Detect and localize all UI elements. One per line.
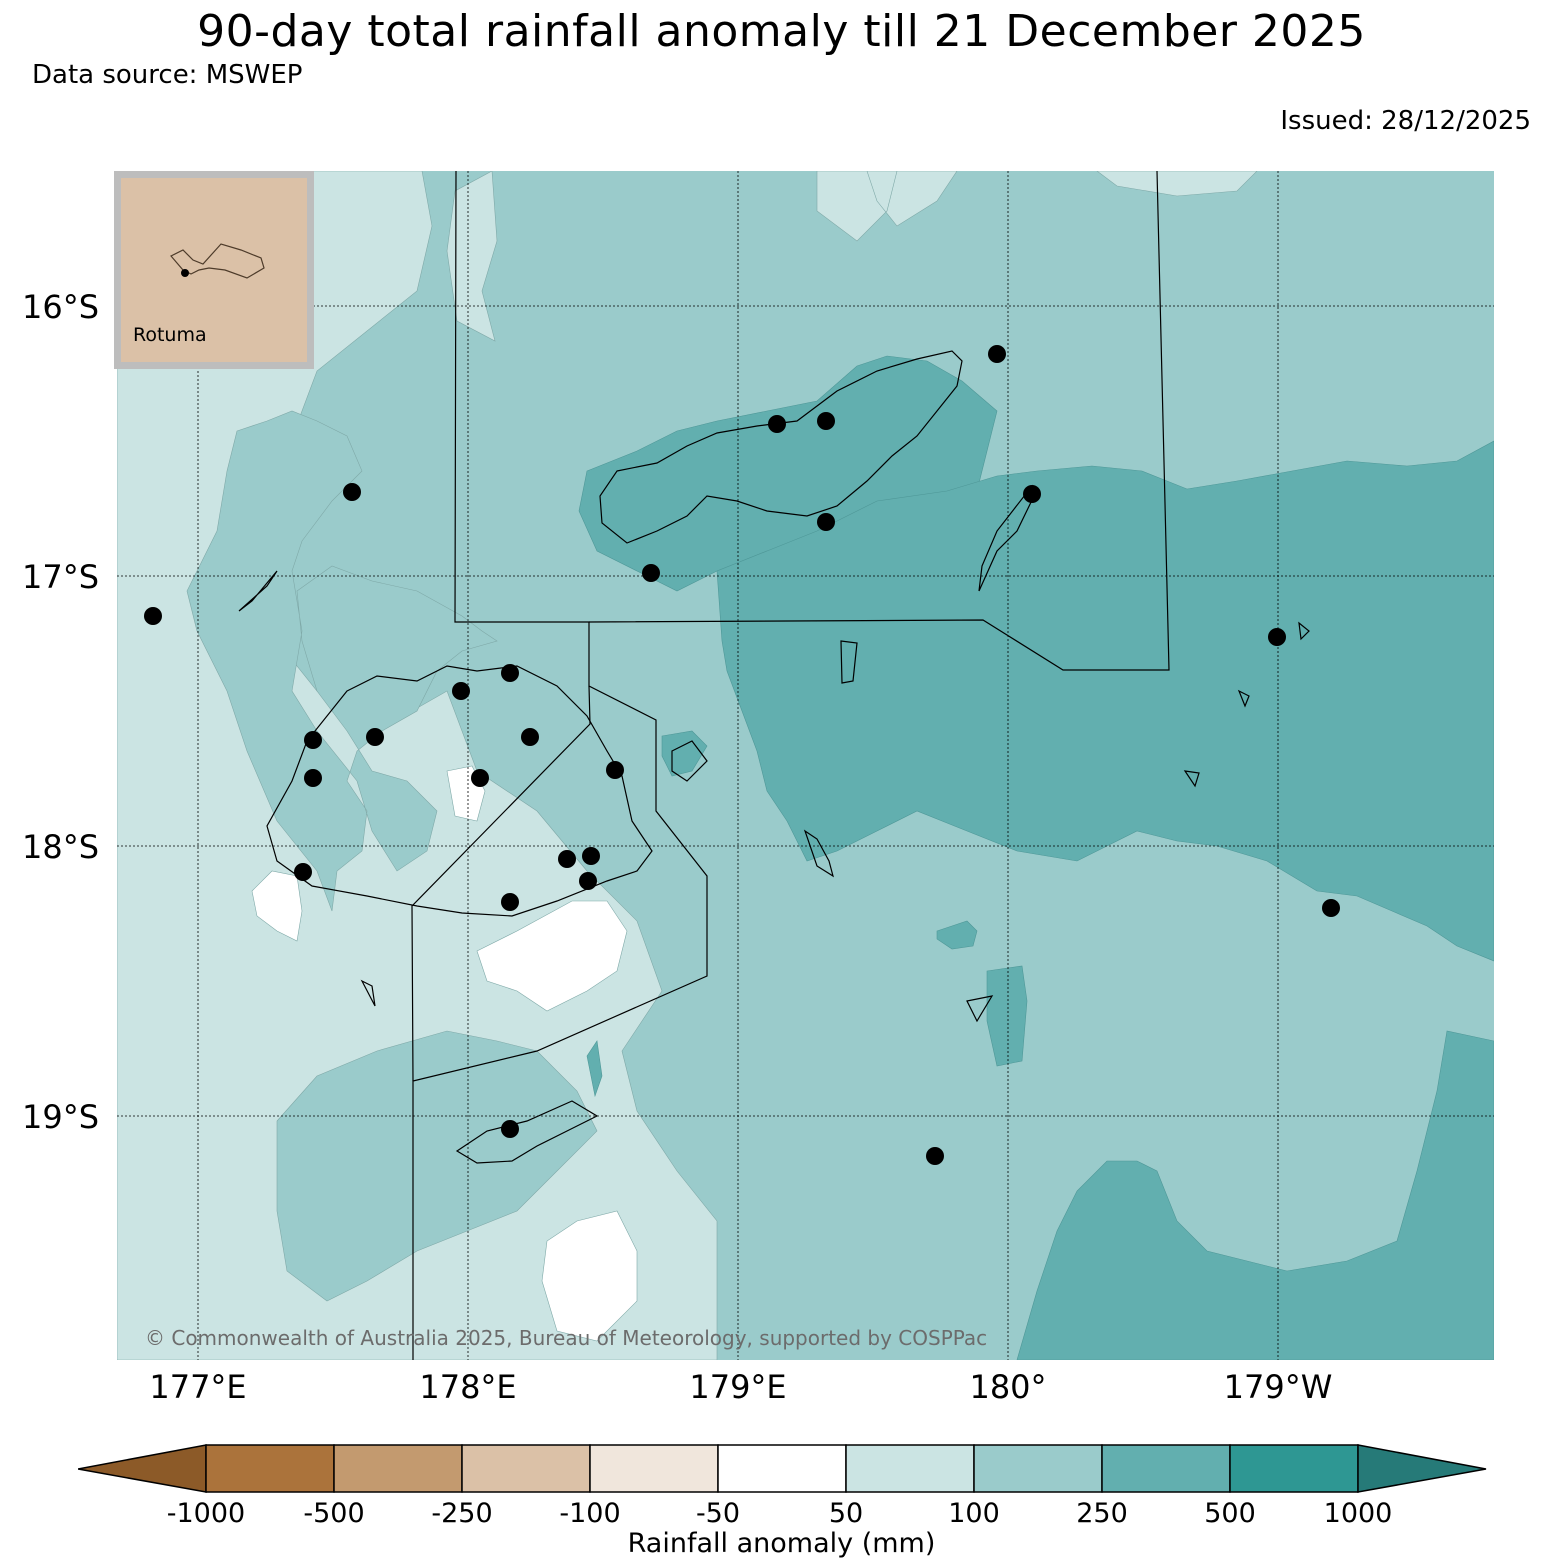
lat-label-19s: 19°S: [22, 1098, 100, 1136]
colorbar-bin: [1101, 1444, 1231, 1493]
colorbar-tick: -1000: [166, 1498, 246, 1529]
anomaly-250-500-patch-2: [986, 965, 1028, 1067]
colorbar: [78, 1444, 1487, 1493]
anomaly-250-500-patch-3: [661, 730, 708, 777]
station-marker: [558, 850, 576, 868]
anomaly-250-500-patch-4: [586, 1040, 603, 1098]
graticule: [117, 171, 1494, 1360]
station-marker: [294, 863, 312, 881]
anomaly-neutral-patch-1: [541, 1210, 638, 1342]
station-marker: [988, 345, 1006, 363]
colorbar-bin: [589, 1444, 719, 1493]
colorbar-bin: [333, 1444, 463, 1493]
anomaly-250-500-patch-1: [936, 920, 978, 950]
colorbar-tick: 250: [1076, 1498, 1128, 1529]
station-marker: [501, 664, 519, 682]
colorbar-tick: 500: [1204, 1498, 1256, 1529]
colorbar-bin: [973, 1444, 1103, 1493]
station-marker: [521, 728, 539, 746]
station-marker: [501, 1120, 519, 1138]
station-marker: [1023, 485, 1041, 503]
anomaly-100-250-southwest: [276, 1030, 598, 1302]
station-marker: [817, 412, 835, 430]
station-marker: [1268, 628, 1286, 646]
anomaly-250-500-southeast: [1016, 1030, 1494, 1360]
colorbar-bin: [205, 1444, 335, 1493]
lon-label-179e: 179°E: [689, 1368, 787, 1406]
lat-label-18s: 18°S: [22, 828, 100, 866]
station-marker: [144, 607, 162, 625]
colorbar-extend-high: [1357, 1444, 1487, 1493]
station-marker: [642, 564, 660, 582]
colorbar-tick: 1000: [1323, 1498, 1393, 1529]
anomaly-100-250-west-1: [186, 410, 498, 912]
colorbar-tick: -500: [303, 1498, 365, 1529]
lon-label-180: 180°: [969, 1368, 1047, 1406]
station-marker: [817, 513, 835, 531]
colorbar-bin: [1229, 1444, 1359, 1493]
coastlines: [238, 350, 1310, 1164]
colorbar-tick: -250: [431, 1498, 493, 1529]
copyright-notice: © Commonwealth of Australia 2025, Bureau…: [145, 1326, 988, 1350]
station-marker: [926, 1147, 944, 1165]
lat-label-17s: 17°S: [22, 558, 100, 596]
colorbar-tick: 100: [948, 1498, 1000, 1529]
colorbar-title: Rainfall anomaly (mm): [627, 1528, 936, 1559]
lat-label-16s: 16°S: [22, 288, 100, 326]
colorbar-tick: 50: [828, 1498, 864, 1529]
colorbar-bin: [461, 1444, 591, 1493]
rotuma-island-outline: [170, 243, 265, 279]
colorbar-extend-low: [78, 1444, 207, 1493]
anomaly-neutral-patch-3: [251, 870, 303, 942]
station-marker: [471, 769, 489, 787]
station-marker: [501, 893, 519, 911]
colorbar-tick: -100: [559, 1498, 621, 1529]
boundary-lines: [411, 171, 1170, 1360]
station-marker: [366, 728, 384, 746]
colorbar-tick: -50: [695, 1498, 741, 1529]
station-marker: [304, 769, 322, 787]
station-marker: [582, 847, 600, 865]
inset-label: Rotuma: [133, 324, 207, 346]
station-marker: [606, 761, 624, 779]
lon-label-179w: 179°W: [1223, 1368, 1333, 1406]
colorbar-bin: [845, 1444, 975, 1493]
rainfall-anomaly-map: [117, 171, 1494, 1360]
anomaly-neutral-patch-2: [476, 900, 628, 1012]
station-marker: [343, 483, 361, 501]
station-marker: [1322, 899, 1340, 917]
station-marker: [768, 415, 786, 433]
lon-label-178e: 178°E: [419, 1368, 517, 1406]
station-marker: [452, 682, 470, 700]
rotuma-inset: Rotuma: [114, 171, 314, 369]
issued-date: Issued: 28/12/2025: [1280, 106, 1531, 136]
anomaly-250-500-east: [716, 440, 1494, 962]
map-title: 90-day total rainfall anomaly till 21 De…: [197, 6, 1366, 57]
data-source: Data source: MSWEP: [32, 60, 303, 90]
lon-label-177e: 177°E: [149, 1368, 247, 1406]
station-marker: [579, 872, 597, 890]
colorbar-bin: [717, 1444, 847, 1493]
station-marker: [304, 731, 322, 749]
station-markers: [144, 345, 1340, 1165]
anomaly-50-100-top: [446, 171, 1258, 342]
